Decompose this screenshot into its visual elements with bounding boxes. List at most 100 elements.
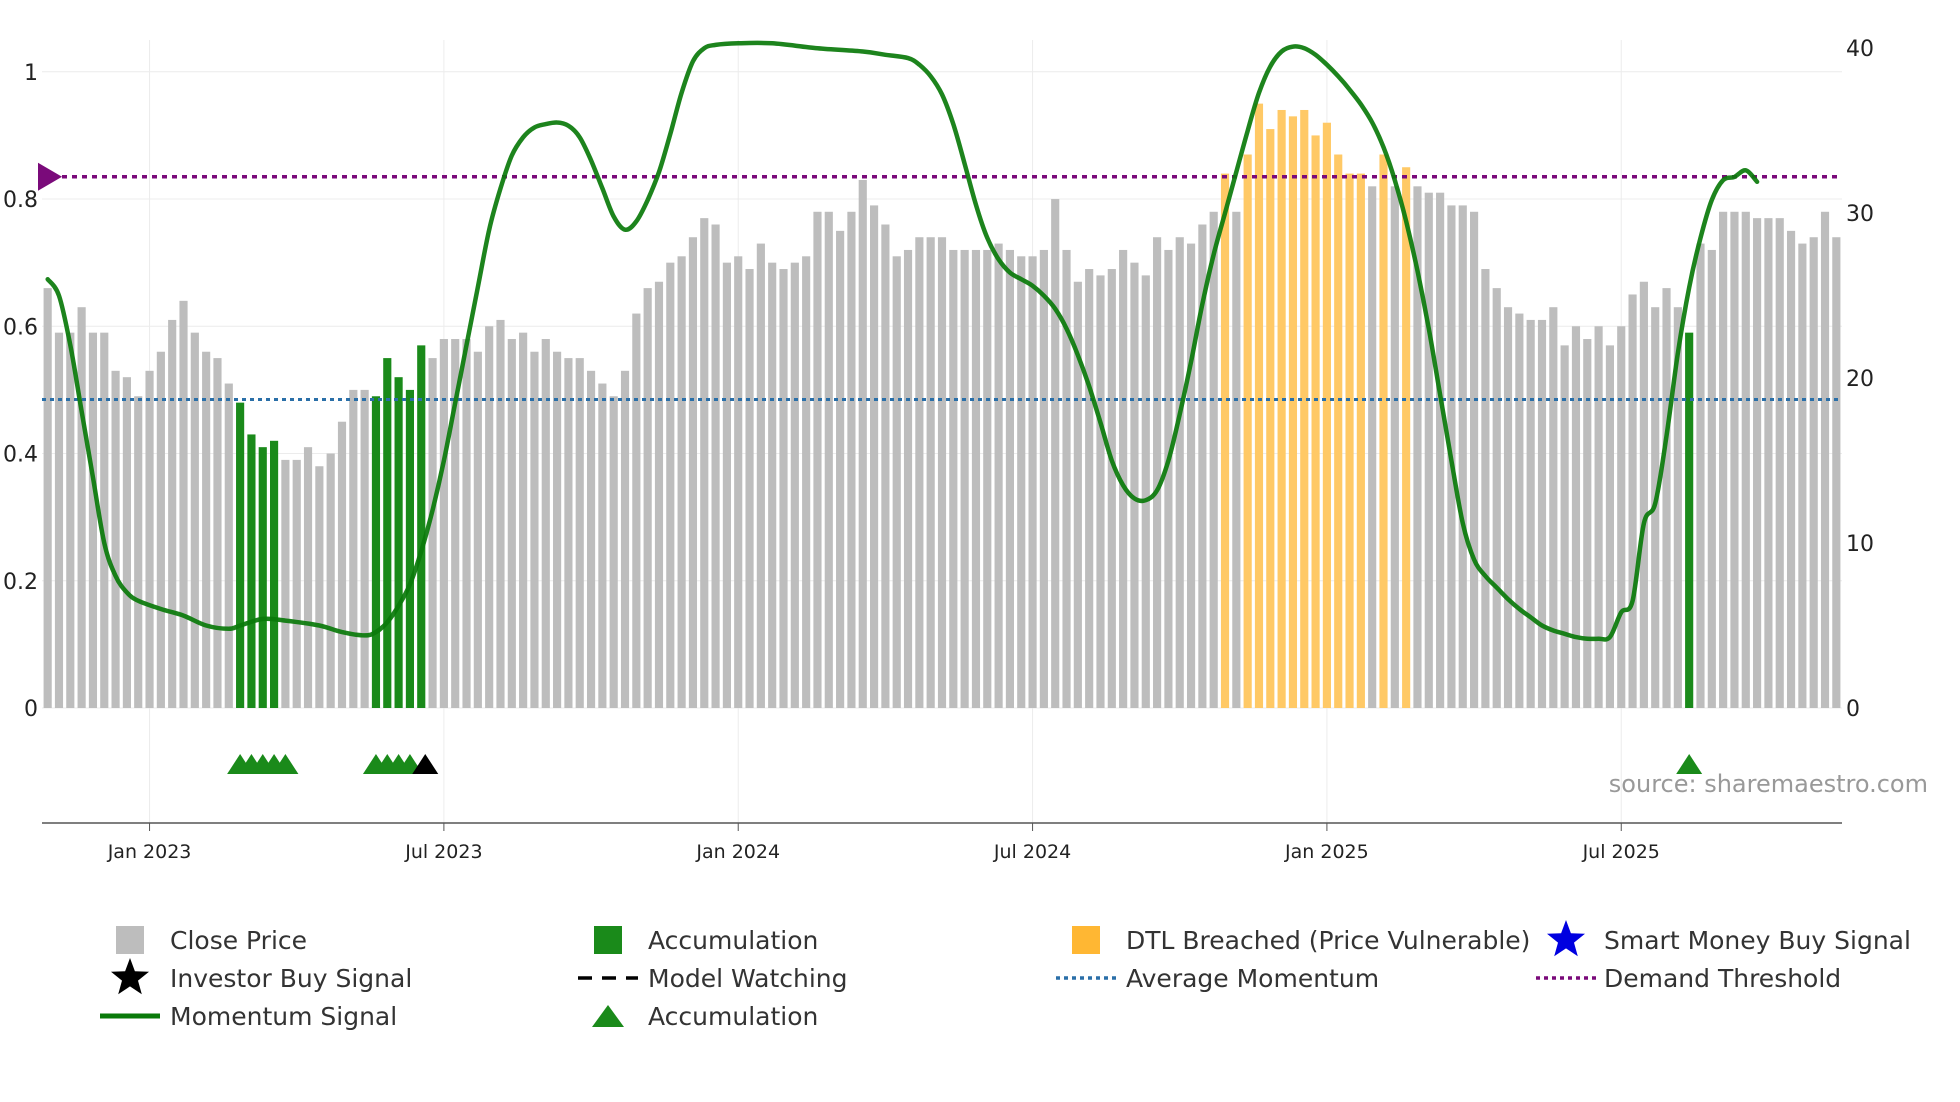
- close-price-bar: [1617, 326, 1626, 708]
- reference-lines: [38, 162, 1842, 401]
- accumulation-marker: [1676, 754, 1703, 774]
- legend-label-dtl: DTL Breached (Price Vulnerable): [1126, 926, 1530, 955]
- close-price-bar: [179, 300, 188, 708]
- close-price-bar: [315, 466, 324, 708]
- close-price-bar: [1198, 224, 1207, 708]
- close-price-bar: [779, 269, 788, 708]
- close-price-bar: [462, 339, 471, 708]
- legend-accumulation-triangle: [592, 1005, 624, 1027]
- close-price-bar: [337, 421, 347, 708]
- signal-markers: [227, 754, 1703, 774]
- close-price-bar: [168, 319, 177, 708]
- close-price-bar: [1639, 281, 1648, 708]
- close-price-bar: [983, 249, 992, 708]
- close-price-bar: [496, 319, 505, 708]
- close-price-bar: [892, 256, 901, 708]
- close-price-bar: [1583, 339, 1592, 708]
- close-price-bar: [575, 358, 584, 708]
- close-price-bar: [1707, 249, 1716, 708]
- close-price-bar: [54, 332, 64, 708]
- close-price-bar: [586, 370, 596, 708]
- close-price-bar: [360, 389, 369, 708]
- legend-label-demand: Demand Threshold: [1604, 964, 1841, 993]
- close-price-bar: [620, 370, 630, 708]
- dtl-breached-bar: [1266, 129, 1275, 709]
- close-price-bar: [1051, 199, 1060, 709]
- close-price-bar: [1696, 243, 1705, 709]
- close-price-bar: [292, 459, 301, 708]
- close-price-bar: [134, 396, 143, 708]
- left-tick-label: 0: [24, 697, 38, 722]
- close-price-bar: [1119, 249, 1128, 708]
- close-price-bar: [734, 256, 743, 708]
- legend-dtl-swatch: [1072, 926, 1100, 954]
- close-price-bar: [43, 288, 52, 708]
- close-price-bar: [1413, 186, 1422, 709]
- close-price-bar: [1028, 256, 1037, 708]
- close-price-bar: [1820, 211, 1830, 708]
- close-price-bar: [824, 211, 833, 708]
- close-price-bar: [926, 237, 935, 708]
- right-tick-label: 30: [1846, 202, 1874, 227]
- close-price-bar: [937, 237, 947, 708]
- legend-label-close: Close Price: [170, 926, 307, 955]
- dtl-breached-bar: [1334, 154, 1343, 708]
- right-tick-label: 20: [1846, 367, 1874, 392]
- close-price-bar: [802, 256, 811, 708]
- close-price-bar: [485, 326, 494, 708]
- close-price-bar: [1424, 192, 1433, 708]
- close-price-bar: [1005, 249, 1014, 708]
- close-price-bar: [688, 237, 698, 708]
- source-label: source: sharemaestro.com: [1609, 770, 1928, 798]
- dtl-breached-bar: [1288, 116, 1298, 709]
- close-price-bar: [1809, 237, 1818, 708]
- close-price-bar: [756, 243, 765, 709]
- close-price-bar: [836, 230, 845, 708]
- legend-smart-money-star: [1547, 920, 1585, 957]
- x-tick-label: Jan 2024: [695, 841, 780, 863]
- accumulation-bar: [1685, 332, 1694, 708]
- dtl-breached-bar: [1311, 135, 1320, 708]
- legend-label-avg: Average Momentum: [1126, 964, 1379, 993]
- close-price-bar: [598, 383, 607, 708]
- left-tick-label: 0.2: [3, 570, 38, 595]
- close-price-bar: [1039, 249, 1048, 708]
- close-price-bar: [1481, 269, 1490, 708]
- x-tick-label: Jul 2024: [993, 841, 1071, 863]
- close-price-bar: [428, 358, 437, 708]
- close-price-bar: [1526, 319, 1535, 708]
- close-price-bar: [1175, 237, 1184, 708]
- dtl-breached-bar: [1220, 173, 1230, 709]
- close-price-bar: [1571, 326, 1581, 708]
- close-price-bar: [1164, 249, 1173, 708]
- close-price-bar: [507, 339, 516, 708]
- close-price-bar: [122, 377, 131, 708]
- legend: Close Price Accumulation DTL Breached (Pri…: [100, 920, 1911, 1031]
- close-price-bar: [77, 307, 86, 708]
- close-price-bar: [1085, 269, 1094, 708]
- price-bars: [43, 103, 1841, 709]
- close-price-bar: [1673, 307, 1682, 708]
- close-price-bar: [1594, 326, 1603, 708]
- dtl-breached-bar: [1254, 103, 1264, 709]
- close-price-bar: [541, 339, 550, 708]
- close-price-bar: [1719, 211, 1728, 708]
- close-price-bar: [858, 179, 867, 708]
- close-price-bar: [1436, 192, 1445, 708]
- close-price-bar: [1537, 319, 1547, 708]
- close-price-bar: [1492, 288, 1501, 708]
- close-price-bar: [1741, 211, 1750, 708]
- dtl-breached-bar: [1345, 173, 1354, 709]
- accumulation-bar: [394, 377, 403, 708]
- momentum-line: [45, 40, 1760, 642]
- close-price-bar: [1764, 218, 1773, 708]
- close-price-bar: [722, 262, 731, 708]
- close-price-bar: [281, 459, 290, 708]
- close-price-bar: [303, 447, 313, 708]
- legend-label-accum_marker: Accumulation: [648, 1002, 818, 1031]
- legend-label-momentum: Momentum Signal: [170, 1002, 397, 1031]
- dtl-breached-bar: [1277, 109, 1286, 708]
- accumulation-bar: [247, 434, 256, 708]
- close-price-bar: [1073, 281, 1082, 708]
